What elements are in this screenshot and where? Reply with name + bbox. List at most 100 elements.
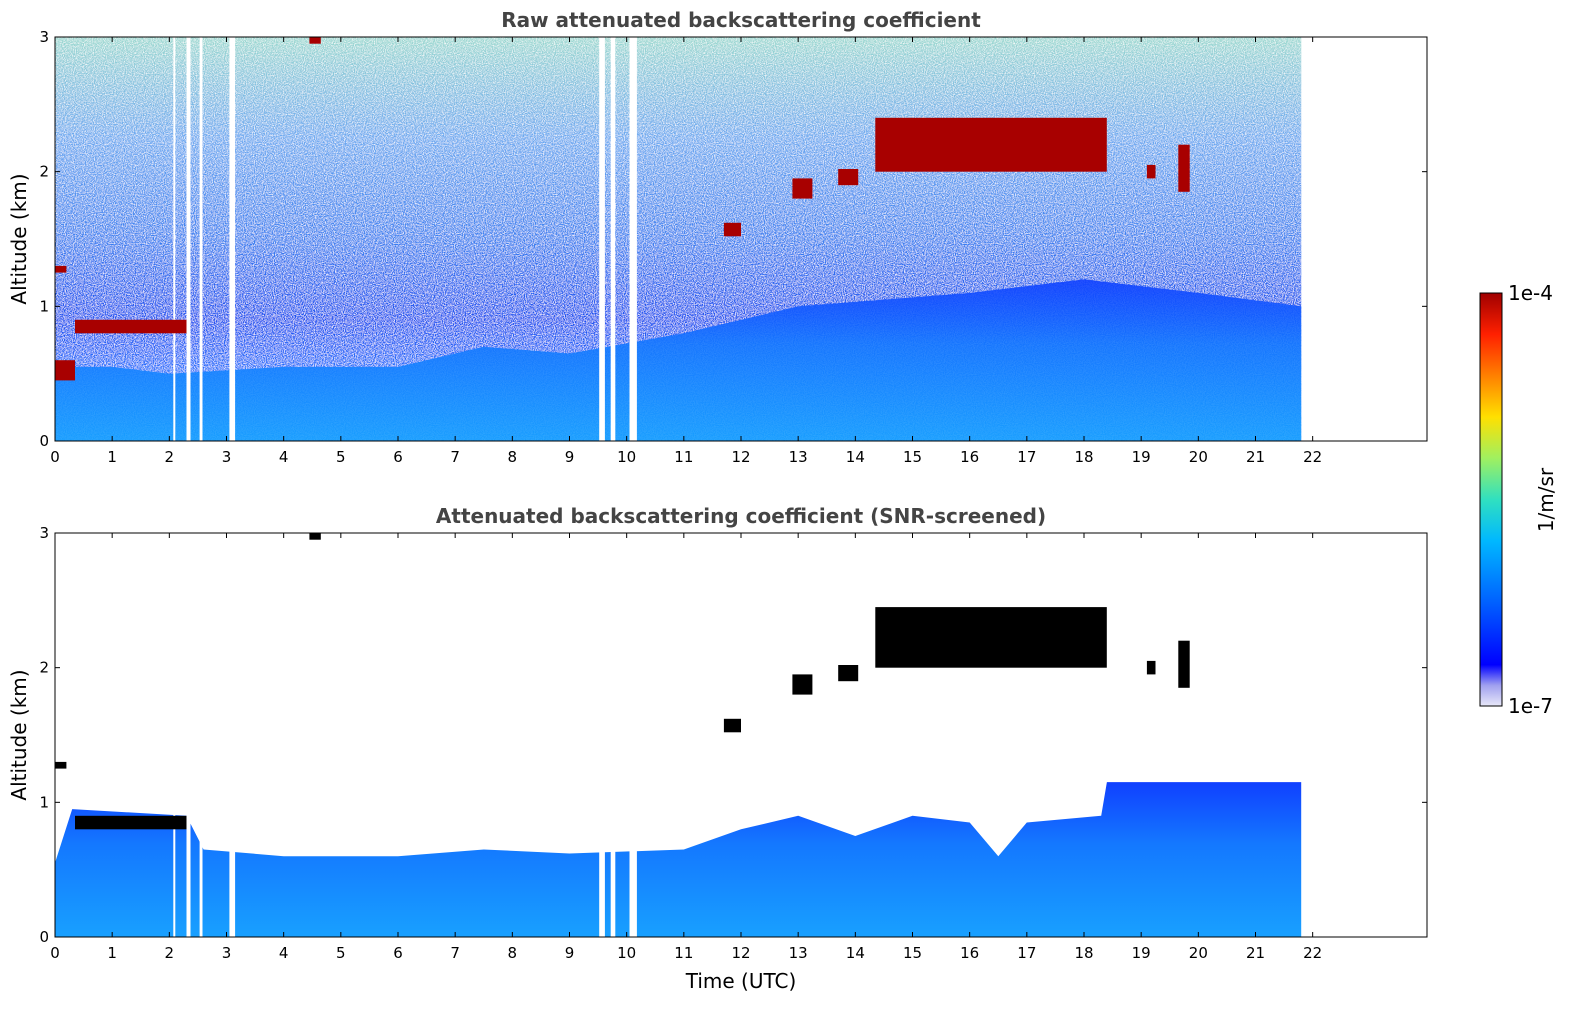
panel-title: Attenuated backscattering coefficient (S… [436,504,1046,528]
x-tick-label: 19 [1132,944,1151,962]
x-tick-label: 8 [508,448,518,466]
cloud-layer [838,665,859,682]
x-tick-label: 1 [107,944,117,962]
cloud-layer [55,360,75,381]
colorbar-unit-label: 1/m/sr [1534,467,1558,532]
cloud-layer [875,117,1107,172]
x-tick-label: 18 [1074,944,1093,962]
x-tick-label: 20 [1189,944,1208,962]
cloud-layer [55,265,67,273]
y-tick-label: 0 [39,928,49,946]
x-tick-label: 17 [1017,944,1036,962]
missing-data-gap [186,37,191,441]
x-tick-label: 16 [960,944,979,962]
x-tick-label: 9 [565,944,575,962]
x-tick-label: 2 [165,448,175,466]
x-tick-label: 15 [903,448,922,466]
colorbar-max-label: 1e-4 [1508,281,1553,305]
plot-area [55,37,1427,441]
x-tick-label: 14 [846,944,865,962]
y-tick-label: 3 [39,28,49,46]
cloud-layer [792,178,813,199]
colorbar: 1e-4 1e-7 1/m/sr [1479,281,1558,718]
cloud-layer [1146,660,1156,675]
x-tick-label: 6 [393,448,403,466]
cloud-layer [75,319,187,334]
cloud-layer [838,169,859,186]
x-tick-label: 6 [393,944,403,962]
x-tick-label: 10 [617,944,636,962]
y-tick-label: 2 [39,659,49,677]
plot-area [55,533,1427,937]
missing-data-gap [599,533,605,937]
x-tick-label: 20 [1189,448,1208,466]
cloud-layer [55,761,67,769]
cloud-layer [723,718,741,733]
snr-screened-panel: Attenuated backscattering coefficient (S… [7,504,1428,962]
x-tick-label: 4 [279,944,289,962]
x-tick-label: 17 [1017,448,1036,466]
x-tick-label: 0 [50,448,60,466]
missing-data-gap [599,37,605,441]
x-tick-label: 0 [50,944,60,962]
x-tick-label: 7 [450,448,460,466]
panel-title: Raw attenuated backscattering coefficien… [501,8,981,32]
x-tick-label: 2 [165,944,175,962]
x-tick-label: 11 [674,448,693,466]
missing-data-gap [229,533,236,937]
x-tick-label: 22 [1303,944,1322,962]
y-tick-label: 1 [39,793,49,811]
y-tick-label: 1 [39,297,49,315]
x-tick-label: 22 [1303,448,1322,466]
missing-data-gap [229,37,236,441]
missing-data-gap [186,533,191,937]
missing-data-gap [199,533,203,937]
x-tick-label: 12 [731,944,750,962]
missing-data-gap [629,37,637,441]
raw-backscatter-panel: Raw attenuated backscattering coefficien… [7,8,1428,466]
x-tick-label: 15 [903,944,922,962]
missing-data-gap [610,533,616,937]
cloud-layer [1178,640,1190,688]
cloud-layer [792,674,813,695]
x-tick-label: 16 [960,448,979,466]
x-tick-label: 11 [674,944,693,962]
missing-data-gap [199,37,203,441]
x-tick-label: 8 [508,944,518,962]
cloud-layer [875,607,1107,668]
x-tick-label: 3 [222,448,232,466]
x-tick-label: 3 [222,944,232,962]
x-tick-label: 14 [846,448,865,466]
x-tick-label: 5 [336,448,346,466]
y-axis-label: Altitude (km) [7,669,31,800]
colorbar-gradient [1479,292,1503,707]
cloud-layer [723,222,741,237]
missing-data-gap [610,37,616,441]
x-tick-label: 4 [279,448,289,466]
x-tick-label: 7 [450,944,460,962]
cloud-layer [1146,164,1156,179]
x-tick-label: 21 [1246,944,1265,962]
x-tick-label: 9 [565,448,575,466]
y-tick-label: 0 [39,432,49,450]
missing-data-gap [173,533,176,937]
missing-data-gap [629,533,637,937]
x-tick-label: 19 [1132,448,1151,466]
colorbar-min-label: 1e-7 [1508,694,1553,718]
x-axis-label: Time (UTC) [685,969,797,993]
x-tick-label: 21 [1246,448,1265,466]
x-tick-label: 13 [789,944,808,962]
missing-data-gap [173,37,176,441]
aerosol-layer [55,279,1302,441]
x-tick-label: 18 [1074,448,1093,466]
cloud-layer [309,37,321,44]
y-tick-label: 2 [39,163,49,181]
y-tick-label: 3 [39,524,49,542]
x-tick-label: 13 [789,448,808,466]
y-axis-label: Altitude (km) [7,173,31,304]
x-tick-label: 1 [107,448,117,466]
x-tick-label: 5 [336,944,346,962]
cloud-layer [75,815,187,830]
cloud-layer [309,533,321,540]
